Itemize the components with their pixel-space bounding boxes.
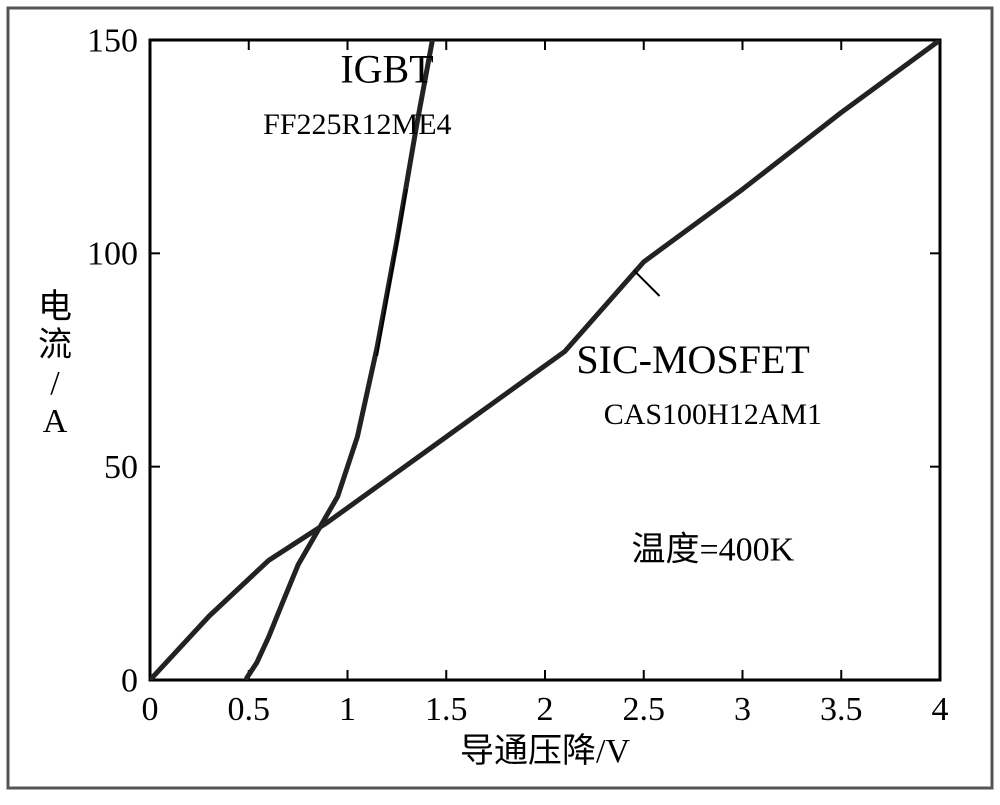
y-tick-label: 50 xyxy=(104,449,138,486)
chart-container: 0 0.5 1 1.5 2 2.5 3 3.5 4 0 50 100 150 导通压降/V 电流/A IGBT… xyxy=(0,0,1000,805)
x-tick-label: 1 xyxy=(339,691,356,728)
x-tick-label: 0.5 xyxy=(228,691,271,728)
annotation-sic-title: SIC-MOSFET xyxy=(576,337,809,382)
annotation-sic-subtitle: CAS100H12AM1 xyxy=(604,398,822,431)
y-tick-label: 0 xyxy=(121,662,138,699)
y-axis-label-char: A xyxy=(43,403,68,440)
x-tick-label: 3 xyxy=(734,691,751,728)
x-axis-label: 导通压降/V xyxy=(460,732,630,770)
x-tick-label: 1.5 xyxy=(425,691,468,728)
annotation-igbt-title: IGBT xyxy=(340,47,433,92)
y-axis-label-char: 电 xyxy=(38,288,72,326)
x-tick-label: 3.5 xyxy=(820,691,863,728)
annotation-temperature: 温度=400K xyxy=(632,531,795,569)
x-tick-label: 2 xyxy=(537,691,554,728)
y-tick-label: 150 xyxy=(87,22,138,59)
y-axis-label-char: / xyxy=(50,365,60,402)
y-axis-label-char: 流 xyxy=(38,326,72,364)
y-tick-label: 100 xyxy=(87,236,138,273)
annotation-igbt-subtitle: FF225R12ME4 xyxy=(263,108,451,141)
x-tick-label: 4 xyxy=(932,691,949,728)
x-tick-label: 2.5 xyxy=(623,691,666,728)
x-tick-label: 0 xyxy=(142,691,159,728)
